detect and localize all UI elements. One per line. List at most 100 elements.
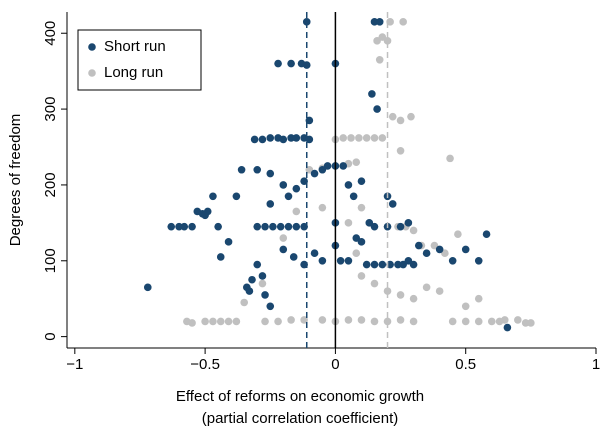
point	[414, 241, 423, 250]
point	[404, 256, 413, 265]
point	[409, 260, 418, 269]
point	[253, 222, 262, 231]
legend-marker	[88, 43, 96, 51]
point	[347, 134, 355, 142]
point	[258, 272, 267, 280]
point	[274, 317, 282, 326]
point	[407, 112, 415, 121]
point	[514, 316, 522, 324]
point	[357, 177, 366, 185]
point	[250, 135, 259, 144]
point	[409, 294, 418, 303]
point	[448, 317, 457, 326]
point	[378, 33, 387, 41]
point	[396, 291, 405, 299]
point	[214, 222, 222, 231]
point	[383, 287, 392, 295]
point	[274, 59, 282, 68]
point	[461, 317, 470, 326]
point	[370, 18, 379, 26]
legend-label: Short run	[104, 38, 166, 55]
point	[454, 230, 462, 239]
point	[216, 253, 225, 261]
point	[352, 158, 361, 166]
point	[266, 169, 275, 178]
point	[292, 222, 301, 231]
point	[318, 316, 327, 324]
point	[232, 317, 241, 326]
point	[302, 18, 311, 26]
point	[362, 260, 371, 269]
point	[339, 162, 348, 170]
point	[258, 135, 267, 144]
point	[409, 317, 418, 326]
point	[261, 317, 269, 326]
point	[269, 222, 277, 231]
point	[375, 18, 384, 26]
point	[253, 260, 262, 269]
point	[261, 222, 269, 231]
point	[287, 316, 295, 324]
point	[370, 260, 379, 269]
point	[373, 37, 381, 45]
legend-box	[77, 29, 202, 91]
x-tick-label: 0	[331, 356, 339, 373]
point	[339, 134, 348, 142]
point	[441, 249, 449, 257]
point	[448, 256, 457, 265]
x-tick-label: 0.5	[455, 356, 476, 373]
point	[175, 222, 183, 231]
point	[143, 283, 152, 292]
point	[365, 219, 374, 227]
point	[378, 260, 387, 269]
point	[352, 249, 361, 257]
y-tick-label: 200	[42, 172, 59, 197]
point	[383, 37, 392, 45]
point	[180, 222, 189, 231]
point	[336, 256, 345, 265]
point	[396, 116, 405, 125]
point	[237, 165, 246, 174]
point	[292, 134, 301, 142]
point	[352, 234, 361, 242]
point	[396, 146, 405, 155]
point	[258, 279, 267, 288]
point	[287, 59, 295, 68]
point	[375, 55, 384, 64]
point	[279, 245, 288, 254]
point	[287, 134, 295, 142]
point	[521, 319, 530, 327]
x-tick-label: −0.5	[190, 356, 220, 373]
point	[461, 302, 470, 311]
y-tick-label: 100	[42, 248, 59, 273]
point	[388, 200, 397, 208]
point	[310, 169, 319, 178]
point	[474, 256, 483, 265]
point	[404, 219, 413, 227]
point	[399, 18, 407, 26]
point	[310, 249, 319, 257]
point	[224, 238, 233, 246]
point	[394, 260, 402, 269]
point	[430, 241, 439, 250]
point	[474, 317, 483, 326]
point	[422, 283, 431, 292]
point	[357, 272, 366, 280]
point	[370, 222, 379, 231]
point	[474, 294, 483, 303]
y-axis-label: Degrees of freedom	[7, 114, 24, 247]
point	[209, 192, 217, 201]
point	[503, 323, 512, 332]
point	[370, 317, 379, 326]
point	[435, 245, 444, 254]
x-axis-label: (partial correlation coefficient)	[202, 410, 398, 427]
point	[378, 134, 387, 142]
point	[344, 181, 353, 189]
point	[279, 135, 288, 144]
point	[357, 203, 366, 212]
point	[201, 317, 209, 326]
point	[355, 134, 363, 142]
point	[240, 298, 249, 307]
point	[344, 316, 353, 324]
point	[292, 207, 301, 216]
